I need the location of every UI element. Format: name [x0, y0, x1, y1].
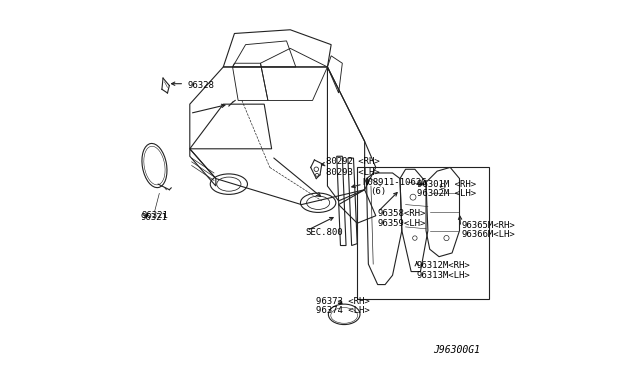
Text: 96321: 96321 — [140, 213, 167, 222]
Text: 96328: 96328 — [188, 81, 215, 90]
Text: N08911-1062G: N08911-1062G — [363, 178, 428, 187]
Text: 96302M <LH>: 96302M <LH> — [417, 189, 476, 198]
Text: 96313M<LH>: 96313M<LH> — [417, 271, 470, 280]
Text: 80293 <LH>: 80293 <LH> — [326, 169, 380, 177]
Text: 96359<LH>: 96359<LH> — [378, 219, 426, 228]
Text: 96321: 96321 — [141, 211, 168, 220]
Text: 96312M<RH>: 96312M<RH> — [417, 262, 470, 270]
Text: 96374 <LH>: 96374 <LH> — [316, 306, 370, 315]
Text: J96300G1: J96300G1 — [433, 345, 480, 355]
Text: 80292 <RH>: 80292 <RH> — [326, 157, 380, 166]
Text: 96365M<RH>: 96365M<RH> — [461, 221, 515, 230]
Text: SEC.800: SEC.800 — [305, 228, 343, 237]
Text: 96358<RH>: 96358<RH> — [378, 209, 426, 218]
Text: 96301M <RH>: 96301M <RH> — [417, 180, 476, 189]
Text: 96366M<LH>: 96366M<LH> — [461, 230, 515, 239]
Text: (6): (6) — [370, 187, 387, 196]
Text: 96373 <RH>: 96373 <RH> — [316, 297, 370, 306]
